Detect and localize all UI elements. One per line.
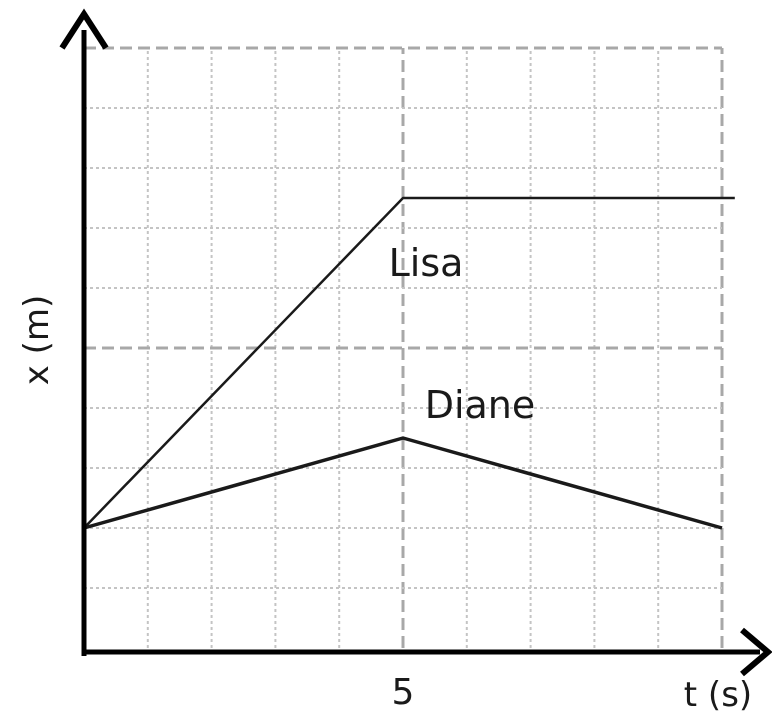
series-line-lisa [83,196,735,529]
series-line-diane [83,436,723,530]
axes [59,8,772,677]
y-axis-label: x (m) [17,295,57,386]
labels: Lisa Diane 5 [389,241,536,713]
series-lines [83,196,735,530]
series-label-diane: Diane [425,383,536,427]
x-axis-arrow-icon [740,627,772,677]
x-tick-label: 5 [392,672,415,713]
x-axis-label: t (s) [684,675,752,715]
y-axis-arrow-icon [59,8,109,50]
grid [84,46,724,648]
series-label-lisa: Lisa [389,241,464,285]
